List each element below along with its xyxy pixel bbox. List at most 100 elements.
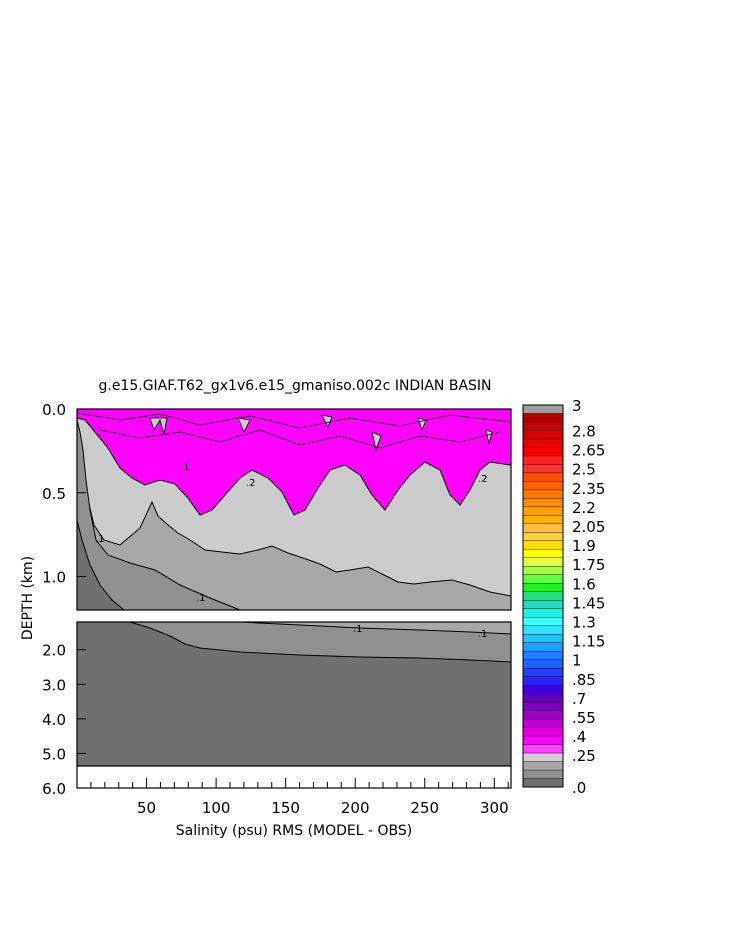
colorbar-swatch — [522, 523, 564, 533]
contour-lines — [76, 412, 512, 449]
colorbar-swatch — [522, 744, 564, 754]
upper-panel-frame — [76, 408, 512, 611]
colorbar-swatch — [522, 540, 564, 550]
colorbar-swatch — [522, 430, 564, 440]
pocket — [485, 429, 493, 445]
colorbar-label: 1 — [572, 652, 582, 670]
x-tick-label: 300 — [480, 799, 509, 817]
y-axis: 0.0 0.5 1.0 2.0 3.0 4.0 5.0 6.0 — [42, 401, 86, 798]
y-tick-label: 1.0 — [42, 569, 66, 587]
colorbar-swatch — [522, 438, 564, 448]
colorbar-swatch — [522, 515, 564, 525]
colorbar-swatch — [522, 498, 564, 508]
contour-label: .1 — [478, 629, 488, 640]
x-tick-label: 50 — [137, 799, 156, 817]
y-axis-label: DEPTH (km) — [20, 556, 36, 640]
colorbar-label: 2.2 — [572, 499, 596, 517]
colorbar-swatch — [522, 472, 564, 482]
contour-label: .1 — [180, 462, 190, 473]
colorbar-label: 2.5 — [572, 461, 596, 479]
pocket — [237, 417, 251, 433]
colorbar-swatch — [522, 574, 564, 584]
band-magenta — [76, 408, 512, 516]
colorbar-swatch — [522, 404, 564, 414]
contour-label: .1 — [95, 534, 105, 545]
colorbar-swatch — [522, 447, 564, 457]
colorbar-swatch — [522, 778, 564, 788]
colorbar-swatch — [522, 532, 564, 542]
band-mid-grey — [76, 419, 512, 611]
contour-label: .1 — [353, 624, 363, 635]
colorbar-swatch — [522, 591, 564, 601]
colorbar-label: 2.8 — [572, 422, 596, 440]
colorbar-label: 2.35 — [572, 480, 605, 498]
colorbar-swatch — [522, 718, 564, 729]
x-tick-label: 150 — [271, 799, 300, 817]
colorbar-swatch — [522, 701, 564, 712]
colorbar-label: 1.15 — [572, 633, 605, 651]
contour-label: .2 — [246, 478, 256, 489]
colorbar-label: 1.3 — [572, 613, 596, 631]
x-tick-label: 200 — [341, 799, 370, 817]
colorbar-swatch — [522, 464, 564, 474]
colorbar-label: .0 — [572, 779, 586, 797]
colorbar-swatch — [522, 566, 564, 576]
colorbar-swatch — [522, 735, 564, 746]
colorbar-swatch — [522, 506, 564, 516]
colorbar-label: 1.9 — [572, 537, 596, 555]
colorbar-swatch — [522, 667, 564, 678]
y-tick-label: 4.0 — [42, 711, 66, 729]
pocket — [149, 417, 168, 435]
colorbar-swatch — [522, 583, 564, 593]
colorbar-swatch — [522, 634, 564, 644]
colorbar-swatch — [522, 625, 564, 635]
x-axis: 50 100 150 200 250 300 — [90, 778, 509, 817]
upper-panel — [76, 408, 512, 611]
colorbar-label: .4 — [572, 728, 586, 746]
band-dark-grey — [76, 419, 241, 611]
contour-label: .1 — [196, 593, 206, 604]
chart-title: g.e15.GIAF.T62_gx1v6.e15_gmaniso.002c IN… — [98, 378, 491, 394]
lower-panel — [76, 621, 512, 789]
colorbar-label: .85 — [572, 671, 596, 689]
colorbar-labels: 3 2.8 2.652.52.352.22.051.91.751.61.451.3 1… — [572, 397, 605, 797]
colorbar-swatch — [522, 769, 564, 780]
colorbar-label: 1.45 — [572, 594, 605, 612]
y-tick-label: 2.0 — [42, 642, 66, 660]
colorbar-label: .25 — [572, 747, 596, 765]
y-tick-label: 0.5 — [42, 485, 66, 503]
colorbar-swatch — [522, 421, 564, 431]
colorbar — [522, 404, 564, 788]
colorbar-swatch — [522, 489, 564, 499]
colorbar-swatch — [522, 684, 564, 695]
y-tick-label: 3.0 — [42, 676, 66, 694]
colorbar-label: .55 — [572, 709, 596, 727]
x-tick-label: 100 — [202, 799, 231, 817]
colorbar-swatch — [522, 659, 564, 669]
colorbar-swatch — [522, 752, 564, 763]
colorbar-swatch — [522, 481, 564, 491]
colorbar-swatch — [522, 617, 564, 627]
colorbar-label: 1.75 — [572, 556, 605, 574]
colorbar-label: 2.05 — [572, 518, 605, 536]
colorbar-swatch — [522, 676, 564, 686]
colorbar-swatch — [522, 557, 564, 567]
colorbar-label: .7 — [572, 690, 586, 708]
colorbar-swatch — [522, 455, 564, 465]
colorbar-label: 2.65 — [572, 442, 605, 460]
x-tick-label: 250 — [410, 799, 439, 817]
colorbar-swatch — [522, 600, 564, 610]
y-tick-label: 6.0 — [42, 780, 66, 798]
bottom-strip — [76, 765, 512, 789]
colorbar-swatch — [522, 413, 564, 423]
colorbar-swatch — [522, 650, 564, 661]
colorbar-label: 1.6 — [572, 575, 596, 593]
contour-labels: .1 .1 .1 .1 .1 .2 .2 — [95, 462, 488, 640]
pocket — [371, 431, 382, 452]
y-tick-label: 5.0 — [42, 745, 66, 763]
contour-label: .2 — [478, 474, 488, 485]
colorbar-swatch — [522, 727, 564, 737]
colorbar-swatch — [522, 693, 564, 703]
colorbar-swatch — [522, 761, 564, 771]
